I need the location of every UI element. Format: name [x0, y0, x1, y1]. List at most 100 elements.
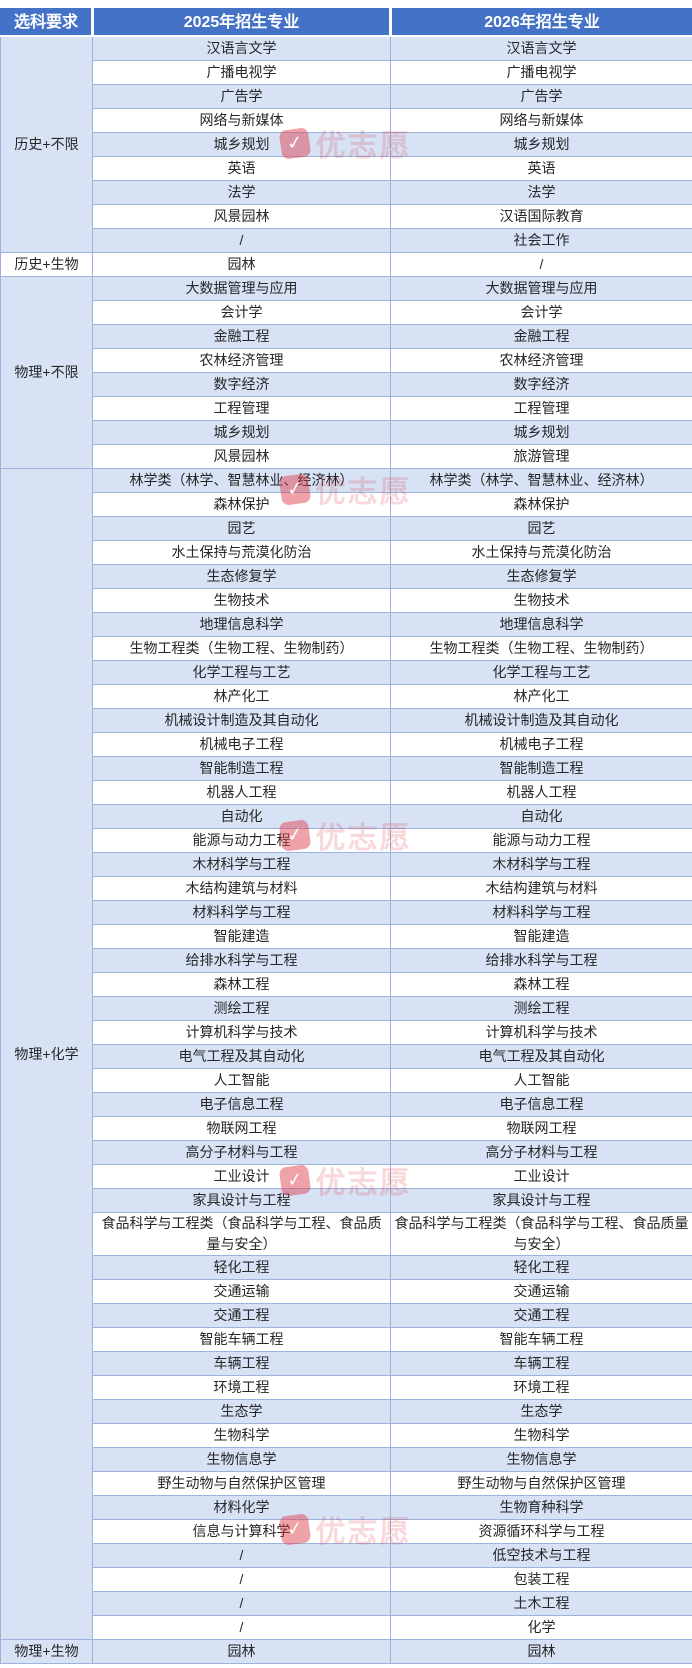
table-row: 轻化工程 轻化工程 [1, 1255, 692, 1280]
major-cell-2025: 食品科学与工程类（食品科学与工程、食品质量与安全） [92, 1212, 391, 1256]
major-cell-2025: 林产化工 [92, 684, 391, 709]
major-cell-2025: 测绘工程 [92, 996, 391, 1021]
major-cell-2025: 生物信息学 [92, 1447, 391, 1472]
table-row: 数字经济 数字经济 [1, 372, 692, 397]
table-row: 会计学 会计学 [1, 300, 692, 325]
table-row: 森林保护 森林保护 [1, 492, 692, 517]
major-cell-2026: 城乡规划 [390, 420, 692, 445]
major-cell-2026: 包装工程 [390, 1567, 692, 1592]
major-cell-2025: / [92, 1591, 391, 1616]
major-cell-2025: 材料化学 [92, 1495, 391, 1520]
table-row: 物理+化学 林学类（林学、智慧林业、经济林） 林学类（林学、智慧林业、经济林） [0, 468, 692, 1640]
major-cell-2026: 给排水科学与工程 [390, 948, 692, 973]
table-row: 环境工程 环境工程 [1, 1375, 692, 1400]
major-cell-2026: 法学 [390, 180, 692, 205]
major-cell-2025: 城乡规划 [92, 132, 391, 157]
table-row: 林产化工 林产化工 [1, 684, 692, 709]
group-label-cell: 物理+不限 [0, 276, 93, 469]
table-row: 地理信息科学 地理信息科学 [1, 612, 692, 637]
major-cell-2025: 计算机科学与技术 [92, 1020, 391, 1045]
major-cell-2025: / [92, 1543, 391, 1568]
major-cell-2025: 汉语言文学 [92, 35, 391, 61]
major-cell-2026: 生态学 [390, 1399, 692, 1424]
table-row: 智能制造工程 智能制造工程 [1, 756, 692, 781]
table-row: 木结构建筑与材料 木结构建筑与材料 [1, 876, 692, 901]
table-row: 森林工程 森林工程 [1, 972, 692, 997]
table-row: 物理+不限 大数据管理与应用 大数据管理与应用 [0, 276, 692, 469]
table-body: 历史+不限 汉语言文学 汉语言文学 广播电视学 广播电视学 广告学 广告学 网络与新媒体 网络与… [0, 35, 692, 1664]
major-cell-2025: 大数据管理与应用 [92, 276, 391, 301]
major-cell-2025: 风景园林 [92, 204, 391, 229]
major-cell-2026: 测绘工程 [390, 996, 692, 1021]
major-cell-2025: 广告学 [92, 84, 391, 109]
major-cell-2025: 园林 [92, 1639, 391, 1664]
major-cell-2026: 家具设计与工程 [390, 1188, 692, 1213]
table-row: 智能车辆工程 智能车辆工程 [1, 1327, 692, 1352]
major-cell-2026: 计算机科学与技术 [390, 1020, 692, 1045]
header-2026-majors: 2026年招生专业 [389, 8, 692, 37]
major-cell-2026: 森林保护 [390, 492, 692, 517]
table-row: 材料化学 生物育种科学 [1, 1495, 692, 1520]
table-row: 机械电子工程 机械电子工程 [1, 732, 692, 757]
major-cell-2026: 大数据管理与应用 [390, 276, 692, 301]
table-row: 生物科学 生物科学 [1, 1423, 692, 1448]
major-cell-2026: 林产化工 [390, 684, 692, 709]
major-cell-2026: 生态修复学 [390, 564, 692, 589]
major-cell-2025: 工业设计 [92, 1164, 391, 1189]
table-row: 人工智能 人工智能 [1, 1068, 692, 1093]
major-cell-2025: 交通运输 [92, 1279, 391, 1304]
major-cell-2025: 交通工程 [92, 1303, 391, 1328]
major-cell-2025: 智能建造 [92, 924, 391, 949]
table-row: 生物技术 生物技术 [1, 588, 692, 613]
major-cell-2026: 汉语言文学 [390, 35, 692, 61]
major-cell-2026: 网络与新媒体 [390, 108, 692, 133]
major-cell-2026: 旅游管理 [390, 444, 692, 469]
table-row: 车辆工程 车辆工程 [1, 1351, 692, 1376]
major-cell-2025: 地理信息科学 [92, 612, 391, 637]
major-cell-2026: 野生动物与自然保护区管理 [390, 1471, 692, 1496]
table-row: 计算机科学与技术 计算机科学与技术 [1, 1020, 692, 1045]
major-cell-2025: 金融工程 [92, 324, 391, 349]
major-cell-2025: 森林保护 [92, 492, 391, 517]
table-row: 机器人工程 机器人工程 [1, 780, 692, 805]
table-row: 自动化 自动化 [1, 804, 692, 829]
major-cell-2025: 智能制造工程 [92, 756, 391, 781]
table-row: 工程管理 工程管理 [1, 396, 692, 421]
table-row: 电气工程及其自动化 电气工程及其自动化 [1, 1044, 692, 1069]
major-cell-2025: 野生动物与自然保护区管理 [92, 1471, 391, 1496]
major-cell-2025: 林学类（林学、智慧林业、经济林） [92, 468, 391, 493]
table-row: 风景园林 汉语国际教育 [1, 204, 692, 229]
major-cell-2025: 智能车辆工程 [92, 1327, 391, 1352]
major-cell-2026: 土木工程 [390, 1591, 692, 1616]
major-cell-2026: 资源循环科学与工程 [390, 1519, 692, 1544]
major-cell-2026: 化学 [390, 1615, 692, 1640]
major-cell-2025: 物联网工程 [92, 1116, 391, 1141]
major-cell-2025: 生物科学 [92, 1423, 391, 1448]
table-row: 信息与计算科学 资源循环科学与工程 [1, 1519, 692, 1544]
major-cell-2026: 生物科学 [390, 1423, 692, 1448]
major-cell-2025: 森林工程 [92, 972, 391, 997]
major-cell-2026: 木材科学与工程 [390, 852, 692, 877]
major-cell-2025: / [92, 1615, 391, 1640]
major-cell-2026: 工业设计 [390, 1164, 692, 1189]
major-cell-2025: 木材科学与工程 [92, 852, 391, 877]
major-cell-2026: 生物信息学 [390, 1447, 692, 1472]
table-row: / 包装工程 [1, 1567, 692, 1592]
major-cell-2025: 自动化 [92, 804, 391, 829]
major-cell-2025: 园林 [92, 252, 391, 277]
major-cell-2026: 车辆工程 [390, 1351, 692, 1376]
major-cell-2026: 环境工程 [390, 1375, 692, 1400]
major-cell-2026: 电子信息工程 [390, 1092, 692, 1117]
major-cell-2025: 风景园林 [92, 444, 391, 469]
major-cell-2026: 生物工程类（生物工程、生物制药） [390, 636, 692, 661]
header-row: 选科要求 2025年招生专业 2026年招生专业 [0, 8, 692, 37]
table-row: / 化学 [1, 1615, 692, 1640]
table-row: 金融工程 金融工程 [1, 324, 692, 349]
table-row: 农林经济管理 农林经济管理 [1, 348, 692, 373]
major-cell-2026: 地理信息科学 [390, 612, 692, 637]
major-cell-2026: 低空技术与工程 [390, 1543, 692, 1568]
major-cell-2026: 能源与动力工程 [390, 828, 692, 853]
major-cell-2025: 环境工程 [92, 1375, 391, 1400]
major-cell-2025: / [92, 228, 391, 253]
table-row: 给排水科学与工程 给排水科学与工程 [1, 948, 692, 973]
